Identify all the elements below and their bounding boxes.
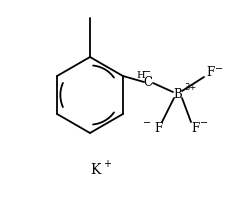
Text: 3+: 3+ xyxy=(184,84,196,93)
Text: −: − xyxy=(143,67,151,77)
Text: C: C xyxy=(143,76,153,90)
Text: +: + xyxy=(103,159,111,169)
Text: F: F xyxy=(191,122,199,135)
Text: K: K xyxy=(90,163,100,177)
Text: B: B xyxy=(174,88,182,100)
Text: F: F xyxy=(154,122,162,135)
Text: F: F xyxy=(206,66,214,79)
Text: −: − xyxy=(143,118,151,128)
Text: −: − xyxy=(200,118,208,128)
Text: −: − xyxy=(215,64,223,74)
Text: H: H xyxy=(137,70,145,79)
